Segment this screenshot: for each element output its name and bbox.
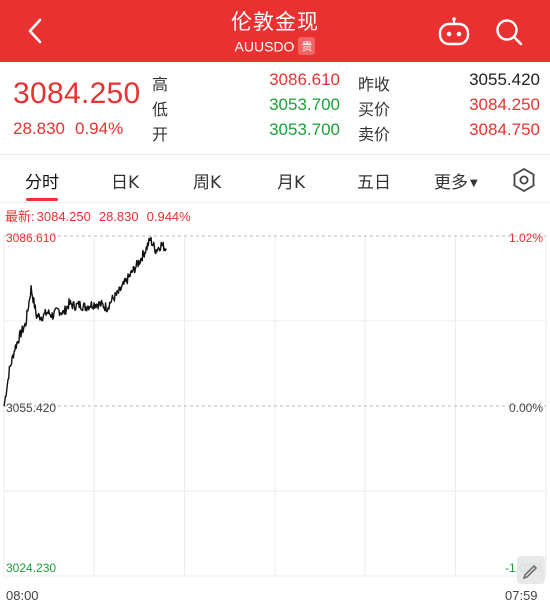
low-value: 3053.700 bbox=[269, 95, 340, 114]
back-chevron-icon[interactable] bbox=[22, 16, 50, 46]
tab-more[interactable]: 更多 ▼ bbox=[434, 168, 478, 193]
robot-assistant-icon[interactable] bbox=[437, 17, 471, 47]
change-percent: 0.94% bbox=[75, 119, 124, 138]
prev-close-label: 昨收 bbox=[358, 75, 391, 94]
y-tick-left: 3055.420 bbox=[6, 401, 56, 415]
tab-monthly-k[interactable]: 月K bbox=[277, 173, 306, 193]
high-value: 3086.610 bbox=[269, 70, 340, 89]
latest-label: 最新: bbox=[5, 209, 35, 224]
page-title: 伦敦金现 bbox=[231, 10, 319, 34]
tab-daily-k[interactable]: 日K bbox=[111, 173, 140, 193]
settings-icon[interactable] bbox=[511, 167, 537, 193]
high-label: 高 bbox=[152, 75, 169, 94]
chart-tabs: 分时 日K 周K 月K 五日 更多 ▼ bbox=[0, 156, 550, 202]
x-tick-end: 07:59 bbox=[505, 588, 538, 603]
symbol-code: AUUSDO bbox=[234, 38, 295, 55]
bid-label: 买价 bbox=[358, 100, 391, 119]
tab-more-label: 更多 bbox=[434, 173, 468, 193]
header-bar: 伦敦金现 AUUSDO 贵 bbox=[0, 0, 550, 62]
y-tick-left: 3086.610 bbox=[6, 231, 56, 245]
caret-down-icon: ▼ bbox=[470, 178, 478, 189]
search-icon[interactable] bbox=[494, 17, 524, 47]
bid-value: 3084.250 bbox=[469, 95, 540, 114]
y-tick-right: 0.00% bbox=[509, 401, 543, 415]
symbol-row: AUUSDO 贵 bbox=[0, 37, 550, 56]
active-tab-indicator bbox=[26, 198, 58, 201]
y-tick-right: 1.02% bbox=[509, 231, 543, 245]
category-badge: 贵 bbox=[298, 37, 316, 56]
latest-pct: 0.944% bbox=[146, 209, 191, 224]
prev-close-value: 3055.420 bbox=[469, 70, 540, 89]
price-change: 28.830 0.94% bbox=[13, 119, 123, 139]
divider bbox=[0, 154, 550, 155]
ask-value: 3084.750 bbox=[469, 120, 540, 139]
tab-five-day[interactable]: 五日 bbox=[357, 173, 391, 193]
tab-intraday[interactable]: 分时 bbox=[25, 173, 59, 193]
x-tick-start: 08:00 bbox=[6, 588, 39, 603]
price-line bbox=[3, 236, 168, 407]
tab-weekly-k[interactable]: 周K bbox=[193, 173, 222, 193]
open-value: 3053.700 bbox=[269, 120, 340, 139]
y-tick-left: 3024.230 bbox=[6, 561, 56, 575]
divider bbox=[0, 202, 550, 203]
latest-price: 3084.250 bbox=[36, 209, 91, 224]
quote-panel: 3084.250 28.830 0.94% 高 低 开 3086.610 3053… bbox=[0, 62, 550, 154]
ask-label: 卖价 bbox=[358, 125, 391, 144]
latest-info: 最新: 3084.250 28.830 0.944% bbox=[5, 206, 199, 225]
last-price: 3084.250 bbox=[13, 77, 141, 110]
low-label: 低 bbox=[152, 100, 169, 119]
open-label: 开 bbox=[152, 125, 169, 144]
latest-change: 28.830 bbox=[98, 209, 139, 224]
edit-draw-icon[interactable] bbox=[517, 556, 545, 584]
change-value: 28.830 bbox=[13, 119, 65, 138]
